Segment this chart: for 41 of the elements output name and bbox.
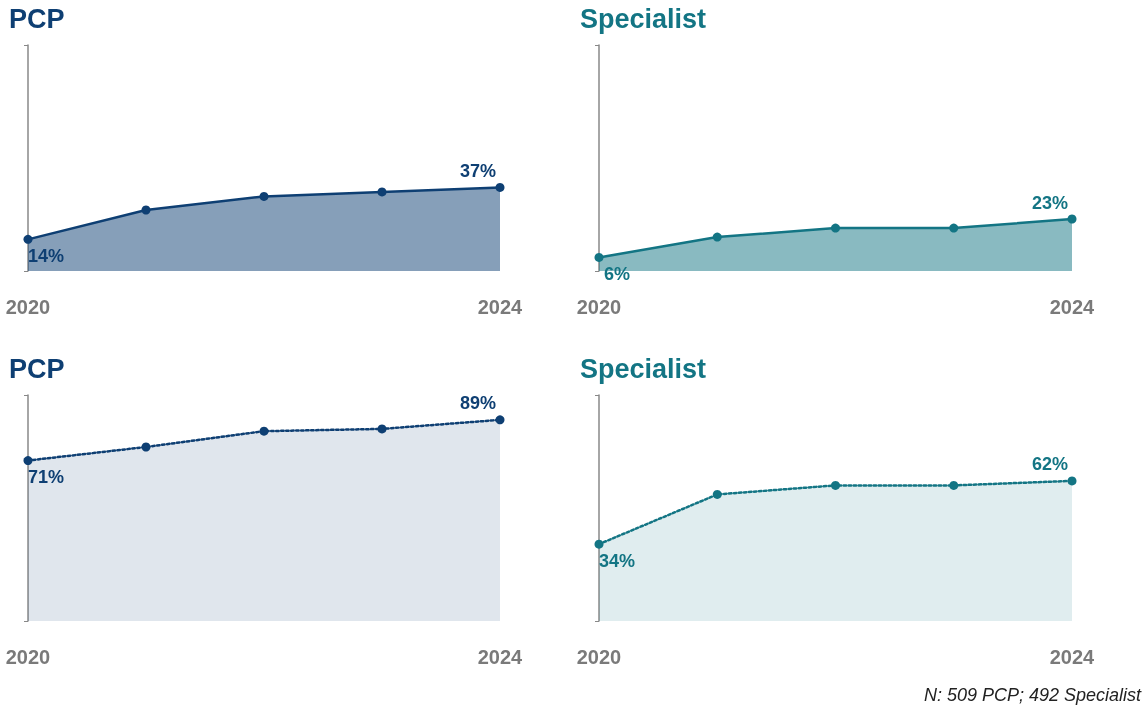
x-tick-label: 2024 — [477, 646, 524, 668]
point — [831, 480, 840, 490]
data-label: 14% — [27, 245, 65, 266]
data-label: 71% — [27, 467, 65, 488]
chart-title: Specialist — [580, 353, 707, 384]
x-tick-label: 2024 — [1049, 646, 1096, 668]
point — [377, 424, 387, 434]
point — [377, 187, 387, 197]
text: N: 509 PCP; 492 Specialist — [923, 685, 1142, 705]
point — [712, 489, 722, 499]
point — [949, 223, 959, 233]
data-label: 6% — [603, 263, 631, 284]
point — [141, 205, 151, 215]
data-label: 37% — [459, 160, 497, 181]
x-tick-label: 2024 — [477, 296, 524, 318]
point — [23, 234, 33, 244]
data-label: 89% — [459, 393, 497, 414]
point — [594, 252, 604, 262]
x-tick-label: 2020 — [576, 646, 622, 668]
x-tick-label: 2020 — [5, 646, 51, 668]
chart-title: PCP — [9, 353, 65, 384]
x-tick-label: 2020 — [5, 296, 51, 318]
data-label: 23% — [1031, 192, 1069, 213]
data-label: 34% — [598, 550, 636, 571]
point — [712, 232, 722, 242]
x-tick-label: 2024 — [1049, 296, 1096, 318]
point — [594, 539, 604, 549]
point — [141, 442, 151, 452]
point — [831, 223, 840, 233]
point — [23, 456, 33, 466]
point — [495, 415, 505, 425]
point — [1067, 214, 1077, 224]
chart-title: Specialist — [580, 3, 707, 34]
point — [949, 480, 959, 490]
chart-title: PCP — [9, 3, 65, 34]
point — [495, 182, 505, 192]
point — [259, 191, 269, 201]
data-label: 62% — [1031, 454, 1069, 475]
x-tick-label: 2020 — [576, 296, 622, 318]
point — [1067, 476, 1077, 486]
point — [259, 426, 269, 436]
